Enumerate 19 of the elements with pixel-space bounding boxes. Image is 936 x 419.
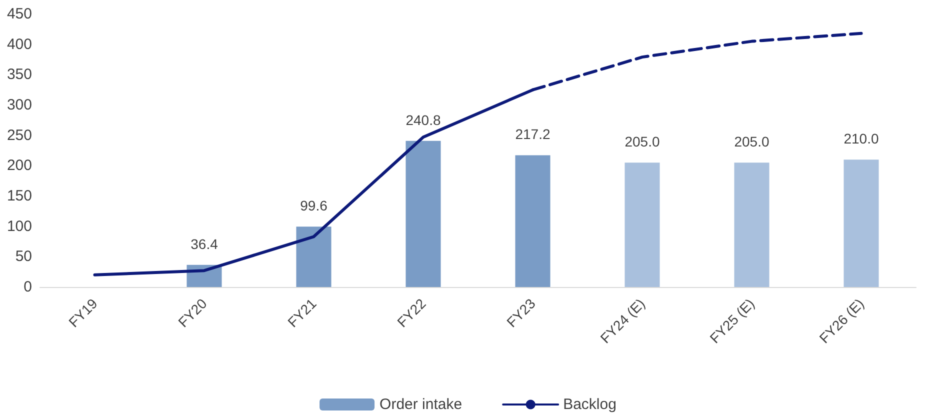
y-tick-label: 350 [6, 66, 32, 84]
y-tick-label: 200 [6, 157, 32, 174]
data-label: 240.8 [406, 112, 441, 128]
data-label: 205.0 [734, 134, 770, 150]
data-label: 99.6 [300, 198, 328, 214]
y-tick-label: 0 [24, 278, 32, 296]
y-tick-label: 150 [6, 188, 32, 204]
legend-label: Order intake [380, 396, 462, 413]
data-label: 210.0 [844, 130, 879, 147]
y-tick-label: 400 [6, 36, 32, 53]
data-label: 217.2 [515, 126, 550, 142]
y-tick-label: 250 [6, 126, 32, 144]
y-tick-label: 100 [6, 218, 32, 235]
y-tick-label: 300 [6, 96, 32, 114]
y-tick-label: 50 [15, 248, 32, 266]
data-label: 36.4 [190, 236, 218, 252]
data-label: 205.0 [624, 134, 660, 150]
y-tick-label: 450 [6, 6, 32, 22]
legend-label: Backlog [563, 396, 616, 413]
